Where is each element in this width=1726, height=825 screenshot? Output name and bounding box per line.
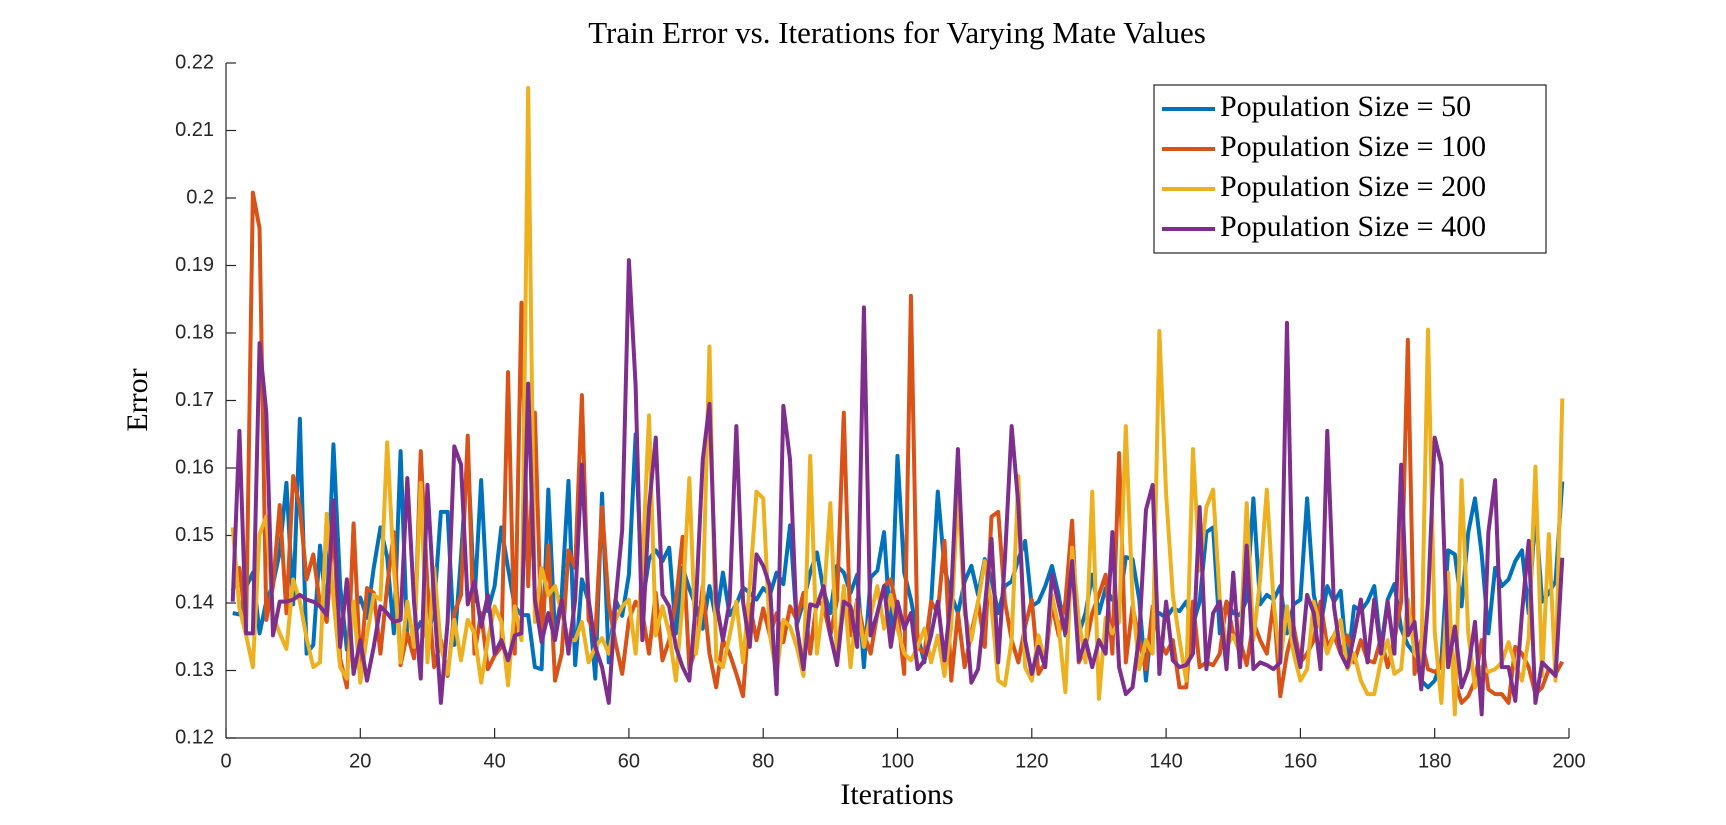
y-tick-label: 0.16: [175, 456, 214, 478]
legend-box: [1153, 84, 1547, 254]
legend: Population Size = 50 Population Size = 10…: [1153, 84, 1547, 254]
y-tick-label: 0.13: [175, 659, 214, 681]
y-tick-label: 0.12: [175, 726, 214, 748]
legend-label: Population Size = 400: [1220, 210, 1486, 243]
y-tick-label: 0.14: [175, 591, 214, 613]
y-tick-label: 0.17: [175, 389, 214, 411]
x-tick-label: 40: [483, 750, 505, 772]
y-tick-label: 0.21: [175, 119, 214, 141]
x-tick-label: 20: [349, 750, 371, 772]
chart-title: Train Error vs. Iterations for Varying M…: [588, 15, 1206, 50]
legend-label: Population Size = 100: [1220, 130, 1486, 163]
x-tick-label: 120: [1015, 750, 1048, 772]
x-tick-label: 100: [881, 750, 914, 772]
y-tick-label: 0.2: [186, 186, 214, 208]
x-tick-label: 60: [618, 750, 640, 772]
x-tick-label: 180: [1418, 750, 1451, 772]
series-line: [230, 258, 1565, 717]
x-tick-label: 80: [752, 750, 774, 772]
x-tick-label: 140: [1149, 750, 1182, 772]
y-tick-label: 0.18: [175, 321, 214, 343]
y-tick-label: 0.15: [175, 524, 214, 546]
legend-label: Population Size = 50: [1220, 90, 1471, 123]
y-tick-label: 0.22: [175, 51, 214, 73]
x-tick-label: 200: [1552, 750, 1585, 772]
x-axis-label: Iterations: [840, 778, 953, 811]
y-tick-label: 0.19: [175, 254, 214, 276]
legend-label: Population Size = 200: [1220, 170, 1486, 203]
x-tick-label: 0: [220, 750, 231, 772]
series-line: [230, 85, 1565, 717]
y-axis-label: Error: [121, 368, 154, 431]
x-tick-label: 160: [1284, 750, 1317, 772]
series-line: [232, 416, 1565, 690]
